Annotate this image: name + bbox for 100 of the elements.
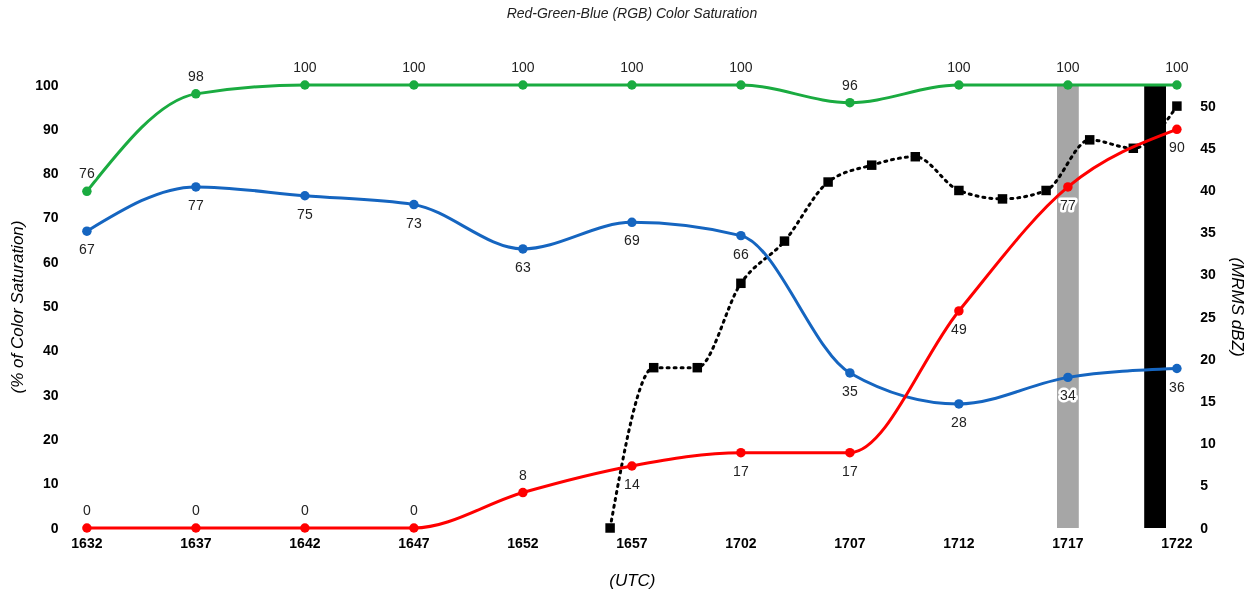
point bbox=[736, 230, 746, 241]
data-label: 28 bbox=[951, 413, 967, 430]
point bbox=[997, 194, 1008, 204]
data-label: 75 bbox=[297, 205, 313, 222]
point bbox=[954, 399, 964, 409]
point bbox=[518, 80, 528, 90]
point bbox=[736, 80, 746, 90]
point bbox=[910, 151, 921, 162]
point bbox=[1063, 372, 1073, 383]
data-label: 63 bbox=[515, 258, 531, 275]
data-label: 100 bbox=[402, 59, 426, 75]
x-tick-label: 1707 bbox=[834, 534, 866, 551]
data-label: 100 bbox=[1056, 59, 1080, 75]
x-tick-label: 1637 bbox=[180, 534, 212, 551]
data-label: 73 bbox=[406, 214, 422, 231]
point bbox=[409, 80, 419, 90]
y2-tick-label: 45 bbox=[1200, 139, 1217, 156]
point bbox=[692, 362, 703, 373]
y-tick-label: 50 bbox=[42, 298, 59, 314]
data-label: 49 bbox=[951, 320, 967, 337]
y2-tick-label: 50 bbox=[1200, 97, 1217, 114]
point bbox=[627, 461, 637, 471]
point bbox=[82, 226, 92, 236]
y2-tick-label: 10 bbox=[1200, 435, 1217, 452]
point bbox=[409, 199, 419, 210]
point bbox=[191, 89, 201, 99]
x-axis-title: (UTC) bbox=[609, 570, 656, 590]
data-label: 17 bbox=[842, 462, 858, 479]
y-tick-label: 80 bbox=[42, 165, 59, 182]
y-tick-label: 0 bbox=[50, 519, 59, 536]
point bbox=[1172, 124, 1182, 135]
point bbox=[1063, 182, 1073, 192]
y2-tick-label: 5 bbox=[1200, 477, 1209, 494]
data-label: 96 bbox=[842, 76, 858, 93]
point bbox=[736, 447, 746, 458]
data-label: 100 bbox=[620, 59, 644, 75]
point bbox=[605, 523, 615, 533]
point bbox=[954, 80, 964, 90]
point bbox=[300, 80, 310, 90]
data-label: 0 bbox=[192, 502, 200, 518]
y-tick-label: 70 bbox=[42, 209, 59, 226]
point bbox=[300, 191, 310, 201]
data-label: 100 bbox=[511, 59, 535, 75]
data-label: 100 bbox=[947, 59, 971, 75]
data-label: 98 bbox=[188, 67, 204, 84]
y2-tick-label: 0 bbox=[1200, 519, 1209, 536]
data-label: 100 bbox=[293, 59, 317, 75]
data-label: 67 bbox=[79, 241, 95, 258]
point bbox=[845, 368, 855, 378]
y-tick-label: 30 bbox=[42, 386, 59, 403]
y2-axis-title: (MRMS dBZ) bbox=[1227, 257, 1247, 357]
point bbox=[191, 182, 201, 192]
data-label: 36 bbox=[1169, 378, 1185, 395]
x-tick-label: 1712 bbox=[943, 534, 975, 551]
point bbox=[82, 186, 92, 197]
point bbox=[1041, 185, 1051, 196]
point bbox=[648, 362, 659, 373]
point bbox=[736, 278, 746, 289]
point bbox=[409, 523, 419, 533]
point bbox=[845, 97, 855, 108]
point bbox=[1172, 363, 1182, 374]
y2-tick-label: 25 bbox=[1200, 308, 1217, 325]
y-axis-title: (% of Color Saturation) bbox=[8, 220, 28, 394]
point bbox=[1063, 80, 1073, 90]
point bbox=[627, 217, 637, 228]
x-tick-label: 1722 bbox=[1161, 534, 1193, 551]
x-tick-label: 1717 bbox=[1052, 534, 1084, 551]
data-label: 100 bbox=[729, 59, 753, 75]
y2-tick-label: 35 bbox=[1200, 224, 1217, 241]
x-tick-label: 1642 bbox=[289, 534, 321, 551]
x-tick-label: 1657 bbox=[616, 534, 648, 551]
x-tick-label: 1702 bbox=[725, 534, 757, 551]
data-label: 17 bbox=[733, 462, 749, 479]
y2-tick-label: 40 bbox=[1200, 181, 1217, 198]
y2-tick-label: 15 bbox=[1200, 392, 1217, 409]
y-tick-label: 40 bbox=[42, 342, 59, 359]
y-tick-label: 60 bbox=[42, 253, 59, 270]
data-label: 100 bbox=[1165, 59, 1189, 75]
x-tick-label: 1652 bbox=[507, 534, 539, 551]
point bbox=[191, 523, 201, 533]
data-label: 8 bbox=[519, 466, 527, 483]
y2-tick-label: 30 bbox=[1200, 266, 1217, 283]
data-label: 77 bbox=[1060, 196, 1076, 213]
point bbox=[518, 487, 528, 498]
point bbox=[300, 523, 310, 533]
data-label: 35 bbox=[842, 382, 858, 399]
y-tick-label: 20 bbox=[42, 430, 59, 447]
data-label: 66 bbox=[733, 245, 749, 262]
data-label: 0 bbox=[301, 502, 309, 518]
y2-tick-label: 20 bbox=[1200, 350, 1217, 367]
point bbox=[954, 306, 964, 316]
data-label: 14 bbox=[624, 475, 640, 492]
point bbox=[823, 177, 833, 187]
x-tick-label: 1647 bbox=[398, 534, 430, 551]
point bbox=[1172, 101, 1182, 111]
data-label: 90 bbox=[1169, 139, 1185, 156]
data-label: 76 bbox=[79, 165, 95, 182]
point bbox=[845, 447, 855, 458]
y-tick-label: 100 bbox=[35, 76, 59, 93]
y-tick-label: 90 bbox=[42, 120, 59, 137]
